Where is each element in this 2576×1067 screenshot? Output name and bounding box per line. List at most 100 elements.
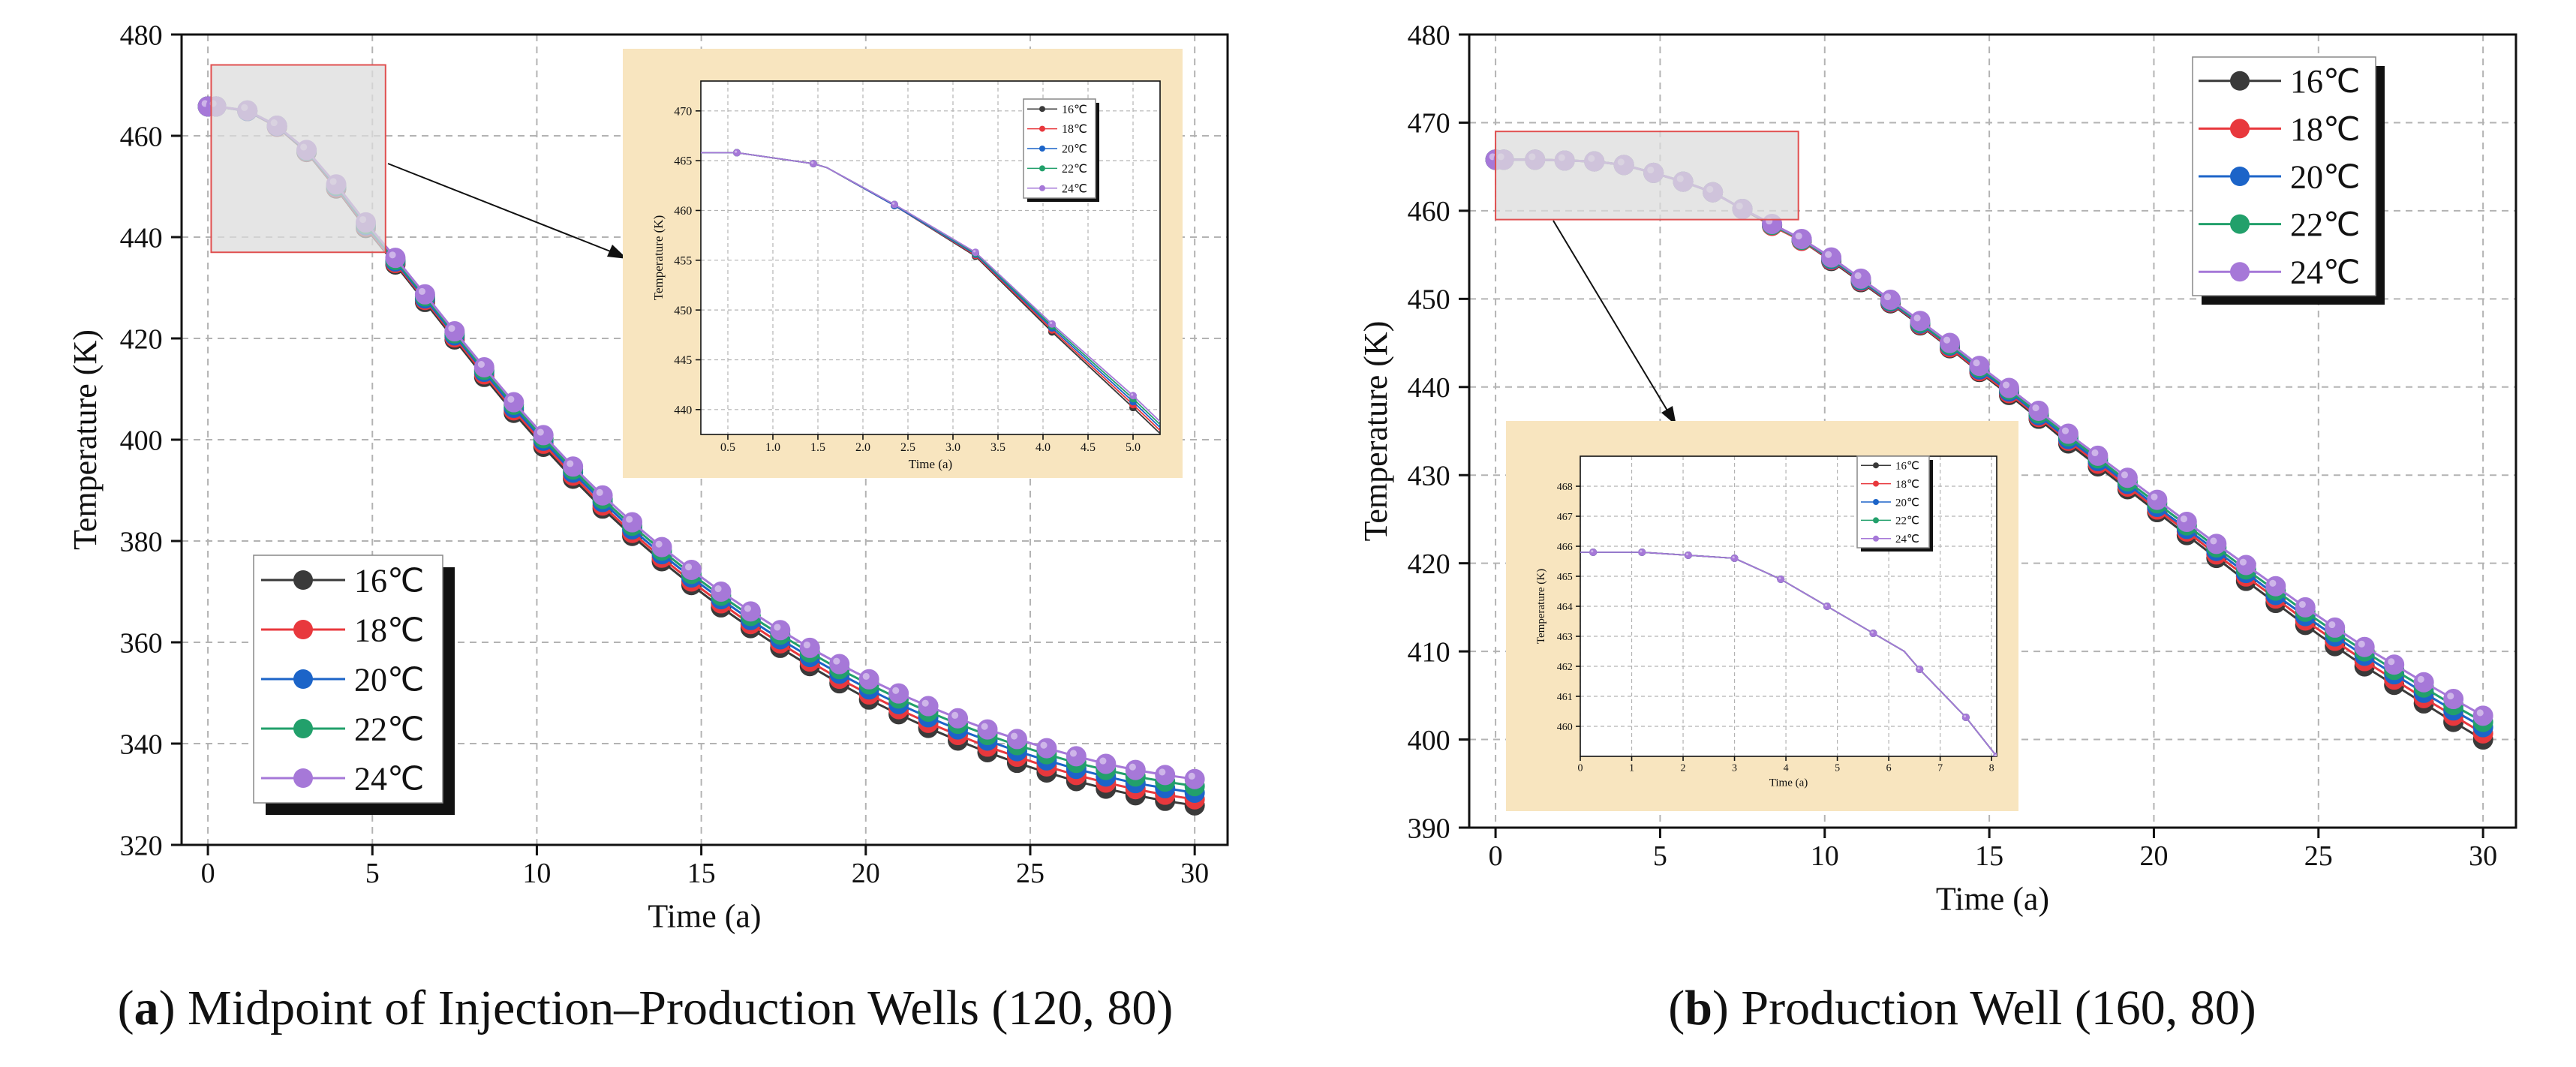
- a-series-layer: [197, 96, 1205, 816]
- b-series-point-4: [1998, 377, 2019, 398]
- b-inset-series-point-4: [1777, 576, 1785, 583]
- a-inset-y-tick-label: 470: [674, 105, 692, 118]
- b-y-tick-label: 410: [1408, 636, 1450, 668]
- b-inset-x-tick-label: 8: [1989, 762, 1994, 774]
- b-inset-y-tick-label: 461: [1557, 692, 1573, 703]
- a-point-gloss: [626, 515, 633, 523]
- b-y-tick-label: 450: [1408, 284, 1450, 316]
- b-inset-series-point-4: [1823, 603, 1831, 610]
- a-inset-point-gloss: [735, 150, 738, 153]
- a-series-point-4: [592, 485, 613, 506]
- a-inset-legend-label-0: 16℃: [1062, 104, 1087, 116]
- b-series-point-4: [1821, 247, 1842, 268]
- b-point-gloss: [2210, 537, 2217, 545]
- b-point-gloss: [1943, 336, 1951, 344]
- a-inset-series-point-4: [810, 160, 817, 168]
- b-inset-legend-swatch-marker-1: [1873, 480, 1879, 487]
- a-inset-x-tick-label: 4.5: [1081, 441, 1096, 454]
- a-y-tick-label: 320: [120, 830, 163, 861]
- a-series-point-4: [1184, 768, 1205, 789]
- b-point-gloss: [1913, 314, 1921, 322]
- a-point-gloss: [389, 251, 396, 259]
- b-point-gloss: [2358, 640, 2365, 648]
- b-inset-point-gloss: [1685, 553, 1689, 556]
- b-series-point-4: [2443, 689, 2464, 710]
- b-point-gloss: [2269, 579, 2277, 587]
- b-inset-x-tick-label: 0: [1578, 762, 1583, 774]
- caption-a-open: (: [118, 981, 134, 1035]
- caption-b-letter: b: [1685, 981, 1712, 1035]
- a-y-tick-label: 380: [120, 526, 163, 558]
- a-series-point-4: [503, 392, 525, 413]
- a-series-point-4: [651, 537, 672, 558]
- a-inset-x-tick-label: 1.5: [810, 441, 825, 454]
- b-series-point-4: [2206, 534, 2227, 555]
- a-inset-series-point-4: [891, 200, 898, 209]
- b-inset-y-tick-label: 463: [1557, 632, 1573, 643]
- a-zoom-highlight: [210, 64, 386, 254]
- b-series-point-4: [1880, 290, 1901, 311]
- b-point-gloss: [2061, 427, 2070, 434]
- b-inset-legend-label-4: 24℃: [1895, 534, 1919, 546]
- b-legend-label-4: 24℃: [2290, 254, 2360, 291]
- b-point-gloss: [2239, 558, 2247, 566]
- a-inset-y-axis-title: Temperature (K): [651, 215, 666, 301]
- a-inset-y-tick-label: 465: [674, 155, 692, 168]
- b-inset-series-point-4: [1869, 630, 1877, 637]
- b-point-gloss: [2417, 675, 2424, 683]
- b-point-gloss: [2298, 600, 2306, 609]
- a-inset-legend-swatch-marker-0: [1039, 106, 1045, 113]
- b-inset-series-point-4: [1993, 753, 1997, 756]
- a-series-point-4: [414, 284, 435, 305]
- b-inset-y-tick-label: 460: [1557, 722, 1573, 733]
- caption-a-letter: a: [134, 981, 159, 1035]
- a-inset-series-point-4: [733, 149, 741, 157]
- b-inset-legend-box: [1856, 455, 1930, 549]
- b-point-gloss: [2002, 381, 2010, 389]
- b-point-gloss: [2091, 449, 2099, 457]
- a-x-tick-label: 0: [201, 858, 215, 889]
- b-x-tick-label: 5: [1653, 840, 1667, 872]
- a-point-gloss: [1010, 732, 1018, 740]
- a-inset-x-tick-label: 3.0: [945, 441, 960, 454]
- a-inset-series-layer: [701, 149, 1160, 434]
- b-y-tick-label: 460: [1408, 196, 1450, 227]
- a-x-axis-title: Time (a): [648, 898, 761, 935]
- b-y-axis-title: Temperature (K): [1357, 321, 1394, 542]
- b-y-tick-label: 420: [1408, 549, 1450, 580]
- a-inset-legend-label-2: 20℃: [1062, 143, 1087, 156]
- b-legend-swatch-marker-3: [2230, 214, 2250, 234]
- b-inset-x-tick-label: 3: [1732, 762, 1737, 774]
- a-point-gloss: [862, 672, 870, 680]
- a-point-gloss: [448, 325, 455, 332]
- b-series-point-4: [2295, 597, 2316, 618]
- b-legend-label-2: 20℃: [2290, 158, 2360, 195]
- b-inset-legend-label-0: 16℃: [1895, 460, 1919, 472]
- b-inset-series-line-4: [1580, 552, 1997, 756]
- a-series-point-4: [829, 654, 850, 675]
- a-series-point-4: [1125, 759, 1146, 780]
- a-inset-legend-label-4: 24℃: [1062, 182, 1087, 195]
- a-inset-legend-swatch-marker-1: [1039, 125, 1045, 132]
- a-y-tick-label: 440: [120, 222, 163, 254]
- b-inset-point-gloss: [1994, 754, 1997, 756]
- b-series-point-4: [2088, 445, 2109, 466]
- a-legend-label-2: 20℃: [354, 661, 424, 698]
- a-point-gloss: [1129, 763, 1136, 771]
- a-point-gloss: [981, 723, 988, 730]
- a-series-point-4: [858, 669, 879, 690]
- b-inset-y-tick-label: 468: [1557, 482, 1573, 493]
- a-inset-x-tick-label: 5.0: [1126, 441, 1141, 454]
- a-inset-x-tick-label: 1.0: [765, 441, 780, 454]
- a-inset-point-gloss: [1050, 321, 1053, 324]
- a-x-tick-label: 15: [687, 858, 716, 889]
- b-axes-frame: [1468, 33, 2517, 829]
- a-y-axis-title: Temperature (K): [67, 329, 104, 550]
- caption-b: (b) Production Well (160, 80): [1668, 981, 2256, 1035]
- b-inset-y-axis-title: Temperature (K): [1535, 569, 1547, 644]
- a-point-gloss: [1040, 741, 1048, 749]
- a-point-gloss: [596, 488, 603, 496]
- a-point-gloss: [1188, 772, 1195, 780]
- b-y-tick-label: 430: [1408, 461, 1450, 492]
- a-inset-legend-swatch-marker-2: [1039, 146, 1045, 152]
